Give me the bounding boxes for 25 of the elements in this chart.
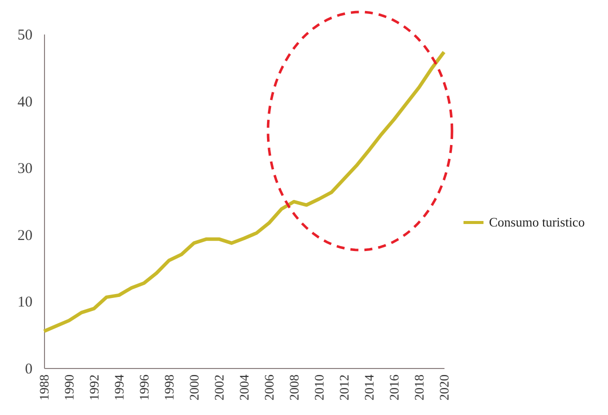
legend-label: Consumo turistico <box>489 214 585 230</box>
x-tick-label: 2010 <box>312 374 326 400</box>
x-tick-label: 1998 <box>162 374 176 400</box>
x-tick-label: 2006 <box>262 374 276 400</box>
x-tick-label: 2004 <box>236 374 252 400</box>
y-tick-label: 10 <box>18 294 32 311</box>
x-tick-label: 2000 <box>186 374 202 400</box>
x-tick-label: 1992 <box>86 374 102 400</box>
x-tick-label: 2014 <box>362 374 376 400</box>
x-tick-label: 2018 <box>412 374 426 400</box>
x-tick-label: 2002 <box>212 374 226 400</box>
y-tick-label: 40 <box>18 94 32 110</box>
x-tick-label: 2020 <box>436 374 452 400</box>
x-tick-label: 1996 <box>136 374 152 400</box>
x-tick-label: 2016 <box>386 374 402 400</box>
y-tick-label: 20 <box>18 228 32 244</box>
y-tick-label: 50 <box>18 28 32 44</box>
x-tick-label: 1994 <box>112 374 126 400</box>
y-tick-label: 0 <box>25 362 32 378</box>
y-tick-label: 30 <box>18 161 32 178</box>
x-tick-label: 2008 <box>286 374 302 400</box>
x-tick-label: 2012 <box>336 374 352 400</box>
x-tick-label: 1990 <box>62 374 76 400</box>
line-series <box>42 50 446 334</box>
x-tick-label: 1988 <box>36 374 52 400</box>
